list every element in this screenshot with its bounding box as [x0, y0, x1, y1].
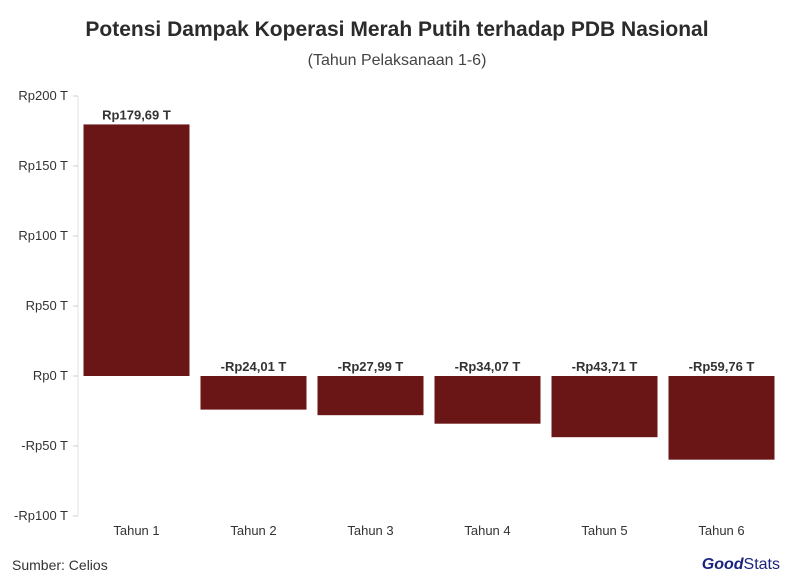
bar: [434, 376, 541, 424]
x-tick-label: Tahun 2: [230, 523, 276, 538]
y-tick-label: Rp100 T: [18, 228, 68, 243]
bar: [317, 376, 424, 416]
y-tick-label: -Rp100 T: [14, 508, 68, 523]
x-tick-label: Tahun 5: [581, 523, 627, 538]
data-label: -Rp59,76 T: [689, 359, 755, 374]
y-tick-label: -Rp50 T: [21, 438, 68, 453]
bar: [83, 124, 190, 377]
x-tick-label: Tahun 6: [698, 523, 744, 538]
bar: [551, 376, 658, 438]
x-tick-label: Tahun 4: [464, 523, 510, 538]
x-tick-label: Tahun 3: [347, 523, 393, 538]
x-tick-label: Tahun 1: [113, 523, 159, 538]
data-label: -Rp34,07 T: [455, 359, 521, 374]
brand-logo: GoodStats: [701, 556, 780, 573]
y-tick-label: Rp0 T: [33, 368, 68, 383]
chart-subtitle: (Tahun Pelaksanaan 1-6): [307, 52, 487, 69]
y-tick-label: Rp50 T: [26, 298, 68, 313]
bar: [200, 376, 307, 410]
data-label: -Rp27,99 T: [338, 359, 404, 374]
bar: [668, 376, 775, 460]
chart-title: Potensi Dampak Koperasi Merah Putih terh…: [85, 18, 709, 41]
y-tick-label: Rp150 T: [18, 158, 68, 173]
data-label: Rp179,69 T: [102, 107, 171, 122]
source-note: Sumber: Celios: [12, 557, 108, 573]
data-label: -Rp24,01 T: [221, 359, 287, 374]
y-tick-label: Rp200 T: [18, 88, 68, 103]
data-label: -Rp43,71 T: [572, 359, 638, 374]
